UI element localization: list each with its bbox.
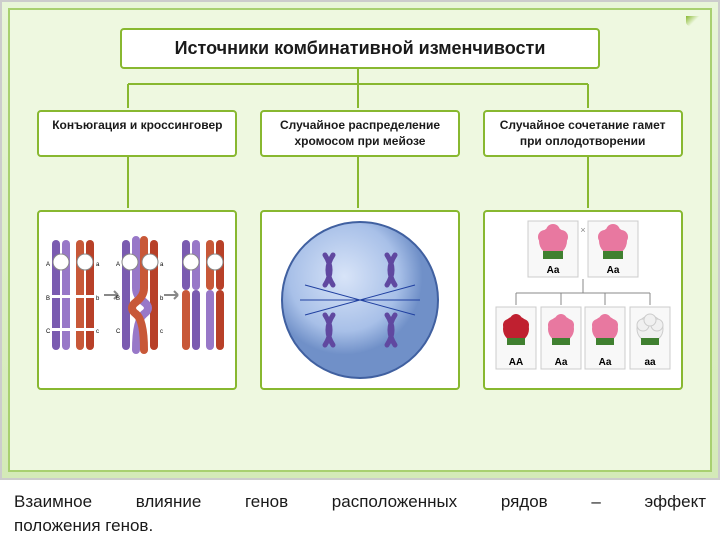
offspring-3-genotype: Aa <box>598 357 611 368</box>
svg-text:b: b <box>96 296 100 302</box>
fertilization-illustration: Aa Aa × <box>483 210 683 390</box>
subtitle-row: Конъюгация и кроссинговер Случайное расп… <box>10 110 710 157</box>
footer-line-1: Взаимное влияние генов расположенных ряд… <box>14 490 706 514</box>
subtitle-crossover: Конъюгация и кроссинговер <box>37 110 237 157</box>
crossover-illustration: A B C a b c <box>37 210 237 390</box>
offspring-1-genotype: AA <box>508 357 522 368</box>
svg-text:A: A <box>116 262 120 268</box>
parent-1-genotype: Aa <box>546 265 559 276</box>
svg-text:a: a <box>160 262 164 268</box>
illustration-row: A B C a b c <box>10 210 710 390</box>
svg-text:A: A <box>46 262 50 268</box>
svg-text:b: b <box>160 296 164 302</box>
meiosis-illustration <box>260 210 460 390</box>
offspring-2-genotype: Aa <box>554 357 567 368</box>
svg-text:C: C <box>46 329 51 335</box>
footer-caption: Взаимное влияние генов расположенных ряд… <box>14 490 706 538</box>
svg-text:a: a <box>96 262 100 268</box>
svg-text:c: c <box>96 329 99 335</box>
svg-text:×: × <box>580 225 585 235</box>
diagram-title: Источники комбинативной изменчивости <box>120 28 600 69</box>
svg-text:c: c <box>160 329 163 335</box>
parent-2-genotype: Aa <box>606 265 619 276</box>
corner-notch <box>686 16 704 26</box>
svg-text:B: B <box>46 296 50 302</box>
slide-inner-frame: Источники комбинативной изменчивости Кон… <box>8 8 712 472</box>
slide-outer-frame: Источники комбинативной изменчивости Кон… <box>0 0 720 480</box>
offspring-4-genotype: aa <box>644 357 656 368</box>
subtitle-meiosis: Случайное распределение хромосом при мей… <box>260 110 460 157</box>
footer-line-2: положения генов. <box>14 514 706 538</box>
svg-text:C: C <box>116 329 121 335</box>
subtitle-fertilization: Случайное сочетание гамет при оплодотвор… <box>483 110 683 157</box>
svg-text:B: B <box>116 296 120 302</box>
